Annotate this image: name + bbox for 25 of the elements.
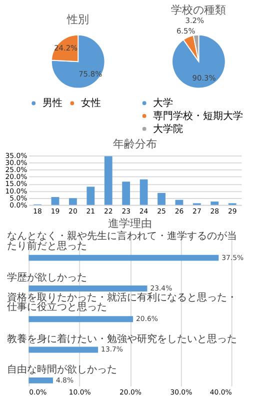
y-tick-label: 教養を身に着けたい・勉強や研究をしたいと思った (6, 332, 237, 345)
bar (51, 197, 60, 205)
pie-slice (172, 34, 226, 89)
legend-label: 専門学校・短期大学 (153, 110, 244, 122)
y-tick-label: なんとなく・親や先生に言われて・進学するのが当たり前だと思った (6, 230, 237, 252)
chart-title: 性別 (66, 13, 90, 26)
chart-title: 年齢分布 (112, 138, 157, 151)
bar (158, 192, 166, 205)
legend-label: 男性 (42, 97, 63, 110)
bar (210, 202, 219, 205)
legend-label: 大学院 (153, 122, 184, 135)
y-tick-label: 学歴が欲しかった (6, 272, 87, 284)
pie-slice (50, 34, 106, 89)
bar (104, 156, 112, 205)
bar (122, 182, 130, 205)
bar (86, 186, 95, 205)
y-tick-label: 資格を取りたかった・就活に有利になると思った・仕事に役立つと思った (6, 291, 237, 314)
bar (68, 198, 77, 205)
bar (175, 200, 184, 205)
slice-label: 大学 (153, 97, 174, 110)
chart-title: 進学理由 (108, 217, 152, 230)
y-tick-label: 自由な時間が欲しかった (6, 364, 117, 376)
bar (140, 179, 148, 205)
legend-label: 女性 (81, 97, 102, 110)
chart-title: 学校の種類 (171, 3, 226, 16)
